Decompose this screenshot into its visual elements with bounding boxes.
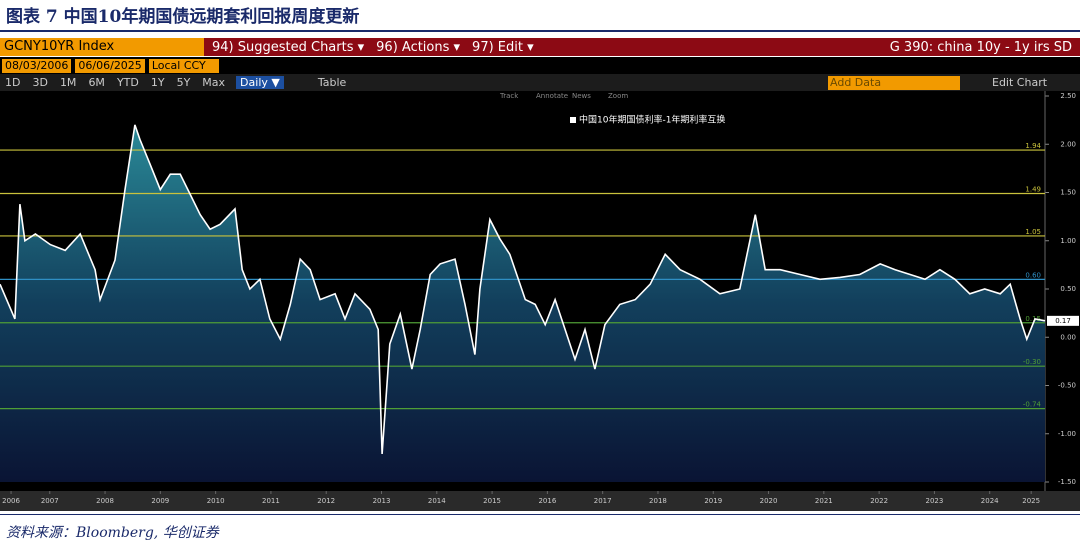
frequency[interactable]: Daily ▼: [236, 76, 284, 89]
x-tick-label: 2024: [981, 497, 999, 505]
range-button[interactable]: 3D: [32, 76, 48, 89]
x-axis-strip: [0, 491, 1080, 511]
range-button[interactable]: YTD: [116, 76, 139, 89]
x-tick-label: 2022: [870, 497, 888, 505]
chart-tools: Track Annotate News Zoom: [499, 92, 628, 100]
x-tick-label: 2012: [317, 497, 335, 505]
footer-rule: [0, 514, 1080, 515]
chart-name: G 390: china 10y - 1y irs SD: [889, 39, 1072, 55]
add-data[interactable]: Add Data: [828, 75, 960, 90]
reference-label: -0.74: [1023, 401, 1042, 409]
table-button[interactable]: Table: [317, 76, 347, 89]
last-value-tag: [1047, 315, 1079, 326]
reference-label: 1.94: [1025, 142, 1041, 150]
date-bar: 08/03/2006 06/06/2025 Local CCY: [0, 57, 1080, 74]
y-tick-label: 1.50: [1060, 189, 1076, 197]
chart: Track Annotate News Zoom -1.50 -1.00 -0.50 0.0…: [0, 91, 1080, 511]
y-tick-label: 1.00: [1060, 237, 1076, 245]
report-title: 图表 7 中国10年期国债远期套利回报周度更新: [6, 7, 360, 27]
y-tick-label: -1.00: [1058, 430, 1076, 438]
x-tick-label: 2007: [41, 497, 59, 505]
range-button[interactable]: 1D: [5, 76, 21, 89]
x-tick-label: 2016: [538, 497, 556, 505]
reference-label: 1.05: [1025, 228, 1041, 236]
x-tick-label: 2019: [704, 497, 722, 505]
x-tick-label: 2013: [373, 497, 391, 505]
start-date[interactable]: 08/03/2006: [2, 58, 72, 73]
line: [0, 124, 1046, 455]
range-button[interactable]: 5Y: [176, 76, 191, 89]
reference-label: 1.49: [1025, 185, 1041, 193]
legend-swatch: [570, 117, 576, 123]
currency[interactable]: Local CCY: [148, 58, 219, 73]
range-button[interactable]: Max: [202, 76, 226, 89]
tool-button[interactable]: Annotate: [536, 92, 568, 100]
x-tick-label: 2015: [483, 497, 501, 505]
menu-bar: GCNY10YR Index 94) Suggested Charts ▾ 96…: [0, 38, 1080, 56]
reference-label: -0.30: [1023, 358, 1041, 366]
x-tick-label: 2018: [649, 497, 667, 505]
edit-chart[interactable]: Edit Chart: [992, 76, 1048, 89]
range-button[interactable]: 1M: [59, 76, 77, 89]
range-button[interactable]: 1Y: [150, 76, 165, 89]
x-tick-label: 2017: [594, 497, 612, 505]
menu-item[interactable]: 96) Actions ▾: [376, 39, 461, 55]
reference-label: 0.15: [1025, 315, 1041, 323]
x-tick-label: 2025: [1022, 497, 1040, 505]
menu-item[interactable]: 97) Edit ▾: [472, 39, 534, 55]
title-rule: [0, 30, 1080, 32]
range-button[interactable]: 6M: [88, 76, 105, 89]
y-tick-label: 0.00: [1060, 333, 1076, 341]
menu-item[interactable]: 94) Suggested Charts ▾: [212, 39, 365, 55]
ticker-field[interactable]: GCNY10YR Index: [0, 38, 204, 56]
y-tick-label: 2.50: [1060, 92, 1076, 100]
area-fill: [0, 124, 1045, 483]
x-tick-label: 2020: [760, 497, 778, 505]
last-value-label: 0.17: [1055, 317, 1071, 325]
x-tick-label: 2023: [926, 497, 944, 505]
x-tick-label: 2010: [207, 497, 225, 505]
x-tick-label: 2014: [428, 497, 446, 505]
tool-button[interactable]: Zoom: [608, 92, 628, 100]
x-tick-label: 2011: [262, 497, 280, 505]
end-date[interactable]: 06/06/2025: [75, 58, 145, 73]
x-tick-label: 2009: [151, 497, 169, 505]
y-tick-label: 0.50: [1060, 285, 1076, 293]
legend-label: 中国10年期国债利率-1年期利率互换: [579, 114, 725, 126]
x-tick-label: 2021: [815, 497, 833, 505]
x-tick-label: 2006: [2, 497, 20, 505]
tool-button[interactable]: News: [572, 92, 591, 100]
tool-button[interactable]: Track: [499, 92, 519, 100]
reference-label: 0.60: [1025, 271, 1041, 279]
y-tick-label: 2.00: [1060, 140, 1076, 148]
y-tick-label: -1.50: [1058, 478, 1076, 486]
x-tick-label: 2008: [96, 497, 114, 505]
range-bar: 1D 3D 1M 6M YTD 1Y 5Y Max Daily ▼ Table Add Data…: [0, 74, 1080, 91]
source: 资料来源：Bloomberg, 华创证券: [6, 525, 219, 541]
y-tick-label: -0.50: [1058, 382, 1076, 390]
